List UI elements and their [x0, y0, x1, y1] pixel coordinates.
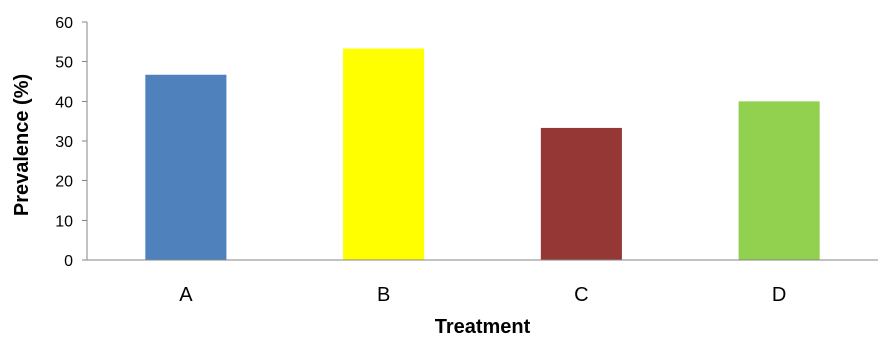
- x-axis-ticks: A B C D: [179, 284, 786, 306]
- x-tick-label: C: [574, 284, 588, 306]
- y-tick-label: 30: [55, 134, 73, 151]
- bar-a: [145, 74, 227, 260]
- bar-b: [343, 48, 425, 261]
- y-tick-label: 60: [55, 15, 73, 32]
- y-tick-label: 0: [64, 253, 73, 270]
- x-tick-label: D: [772, 284, 786, 306]
- bar-c: [540, 127, 622, 260]
- x-tick-label: B: [377, 284, 390, 306]
- x-axis-title: Treatment: [435, 316, 531, 338]
- y-tick-label: 40: [55, 94, 73, 111]
- bar-series: [145, 48, 820, 261]
- bar-d: [738, 101, 820, 260]
- y-axis-ticks: 0 10 20 30 40 50 60: [55, 15, 87, 270]
- y-tick-label: 20: [55, 174, 73, 191]
- y-axis-title: Prevalence (%): [11, 74, 33, 216]
- y-tick-label: 10: [55, 213, 73, 230]
- y-tick-label: 50: [55, 55, 73, 72]
- x-tick-label: A: [179, 284, 193, 306]
